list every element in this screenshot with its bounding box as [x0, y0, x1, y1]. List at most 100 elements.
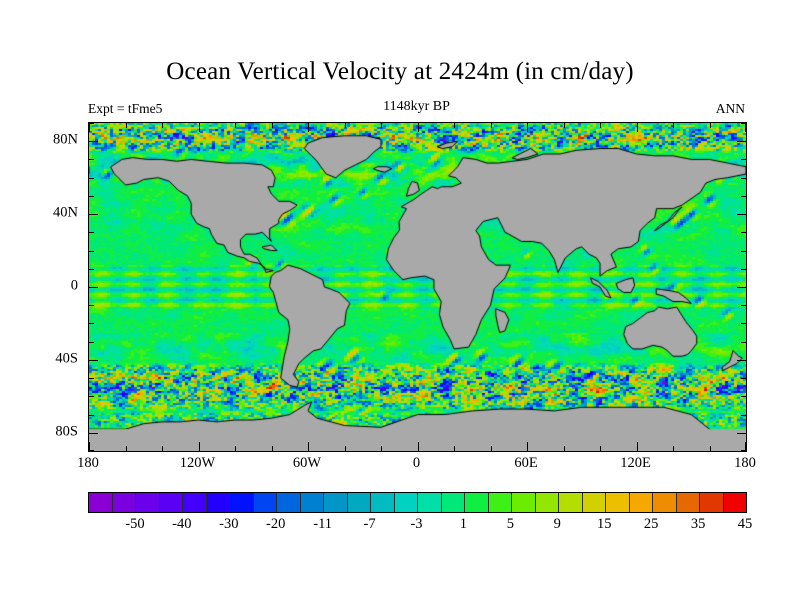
axis-tick — [235, 123, 236, 128]
axis-tick — [89, 323, 94, 324]
axis-tick — [745, 123, 746, 132]
colorbar-cell — [582, 493, 606, 512]
colorbar-tick-label: -20 — [266, 516, 286, 532]
y-axis-tick-label: 40S — [55, 350, 78, 367]
axis-tick — [89, 450, 94, 451]
colorbar-cell — [112, 493, 136, 512]
ocean-vertical-velocity-heatmap — [89, 123, 746, 451]
axis-tick — [741, 232, 746, 233]
axis-tick — [89, 305, 94, 306]
colorbar-cell — [535, 493, 559, 512]
axis-tick — [637, 123, 638, 132]
experiment-label: Expt = tFme5 — [88, 101, 163, 116]
axis-tick — [199, 123, 200, 132]
axis-tick — [454, 446, 455, 451]
time-period-label: 1148kyr BP — [383, 99, 450, 114]
axis-tick — [600, 446, 601, 451]
axis-tick — [741, 269, 746, 270]
axis-tick — [345, 123, 346, 128]
axis-tick — [89, 214, 98, 215]
colorbar-tick-label: 9 — [553, 516, 561, 532]
x-axis-tick-label: 60E — [514, 455, 538, 471]
axis-tick — [741, 305, 746, 306]
colorbar-tick-label: 45 — [737, 516, 753, 532]
colorbar-cell — [394, 493, 418, 512]
axis-tick — [381, 446, 382, 451]
colorbar-tick-label: -7 — [363, 516, 376, 532]
x-axis-tick-label: 0 — [412, 455, 421, 471]
axis-tick — [308, 442, 309, 451]
colorbar-cell — [277, 493, 301, 512]
map-plot-area — [88, 122, 747, 452]
axis-tick — [162, 123, 163, 128]
axis-tick — [527, 123, 528, 132]
colorbar-cell — [512, 493, 536, 512]
axis-tick — [126, 446, 127, 451]
axis-tick — [741, 415, 746, 416]
axis-tick — [89, 251, 94, 252]
axis-tick — [491, 446, 492, 451]
axis-tick — [491, 123, 492, 128]
axis-tick — [741, 178, 746, 179]
colorbar-cell — [559, 493, 583, 512]
axis-tick — [89, 196, 94, 197]
colorbar-cell — [136, 493, 160, 512]
axis-tick — [745, 442, 746, 451]
y-axis-tick-label: 80S — [55, 423, 78, 440]
colorbar-cell — [347, 493, 371, 512]
x-axis-tick-label: 60W — [292, 455, 322, 471]
axis-tick — [89, 178, 94, 179]
axis-tick — [741, 323, 746, 324]
axis-tick — [308, 123, 309, 132]
colorbar-cell — [723, 493, 746, 512]
axis-tick — [235, 446, 236, 451]
colorbar-cell — [253, 493, 277, 512]
x-axis-tick-label: 180 — [734, 455, 756, 471]
colorbar-tick-label: 1 — [459, 516, 468, 532]
axis-tick — [673, 446, 674, 451]
axis-tick — [381, 123, 382, 128]
colorbar-cell — [488, 493, 512, 512]
axis-tick — [741, 396, 746, 397]
axis-tick — [126, 123, 127, 128]
axis-tick — [89, 123, 94, 124]
colorbar-tick-label: -40 — [172, 516, 192, 532]
axis-tick — [741, 123, 746, 124]
axis-tick — [89, 159, 94, 160]
axis-tick — [741, 342, 746, 343]
axis-tick — [741, 450, 746, 451]
axis-tick — [710, 123, 711, 128]
axis-tick — [89, 232, 94, 233]
axis-tick — [737, 360, 746, 361]
axis-tick — [600, 123, 601, 128]
axis-tick — [272, 446, 273, 451]
axis-tick — [741, 251, 746, 252]
x-axis-tick-label: 120W — [179, 455, 216, 471]
axis-tick — [89, 378, 94, 379]
axis-tick — [89, 415, 94, 416]
page-title: Ocean Vertical Velocity at 2424m (in cm/… — [166, 58, 634, 85]
colorbar-cell — [324, 493, 348, 512]
colorbar-tick-label: -50 — [125, 516, 145, 532]
colorbar-cell — [159, 493, 183, 512]
colorbar-cell — [89, 493, 113, 512]
colorbar-cell — [653, 493, 677, 512]
axis-tick — [89, 269, 94, 270]
axis-tick — [418, 123, 419, 132]
colorbar-cell — [371, 493, 395, 512]
axis-tick — [345, 446, 346, 451]
colorbar-cell — [629, 493, 653, 512]
axis-tick — [89, 433, 98, 434]
x-axis-tick-label: 120E — [620, 455, 651, 471]
colorbar-cell — [230, 493, 254, 512]
axis-tick — [741, 378, 746, 379]
axis-tick — [564, 123, 565, 128]
axis-tick — [89, 396, 94, 397]
colorbar-cell — [465, 493, 489, 512]
axis-tick — [89, 123, 90, 132]
axis-tick — [527, 442, 528, 451]
colorbar-cell — [606, 493, 630, 512]
colorbar-tick-label: 15 — [596, 516, 612, 532]
axis-tick — [737, 287, 746, 288]
